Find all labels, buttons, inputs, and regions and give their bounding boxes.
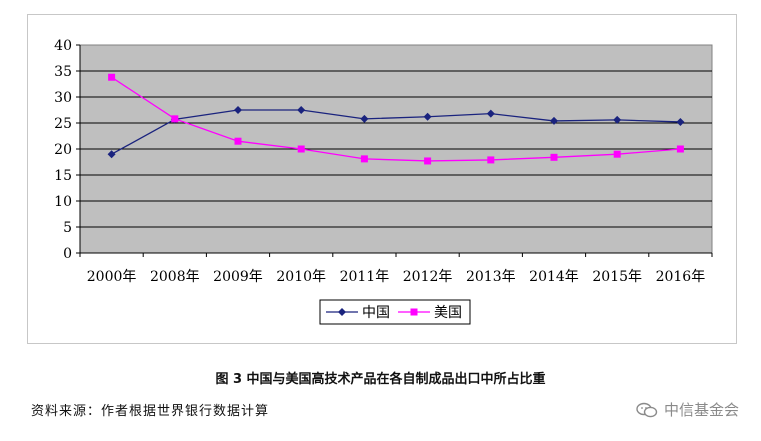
- x-tick-label: 2013年: [466, 269, 516, 285]
- legend-marker: [338, 308, 346, 316]
- data-point-china: [234, 106, 242, 114]
- x-tick-label: 2016年: [656, 269, 706, 285]
- data-point-china: [676, 117, 685, 126]
- watermark-text: 中信基金会: [663, 401, 739, 419]
- data-point-usa: [613, 150, 621, 158]
- series-line-usa: [111, 76, 681, 162]
- x-tick-label: 2000年: [87, 269, 137, 285]
- data-point-usa: [487, 156, 495, 164]
- data-point-china: [360, 114, 369, 123]
- data-point-usa: [171, 115, 179, 123]
- data-point-china: [550, 116, 558, 125]
- data-point-china: [486, 109, 495, 118]
- figure-caption: 图 3 中国与美国高技术产品在各自制成品出口中所占比重: [215, 372, 546, 387]
- y-tick-label: 35: [54, 64, 72, 80]
- series-line-china: [111, 109, 681, 155]
- legend-label: 中国: [362, 305, 390, 321]
- y-tick-label: 0: [63, 246, 72, 262]
- x-tick-label: 2012年: [403, 269, 453, 285]
- watermark: 中信基金会: [636, 399, 739, 420]
- data-point-china: [423, 112, 432, 121]
- y-tick-label: 15: [54, 168, 72, 184]
- source-note: 资料来源：作者根据世界银行数据计算: [31, 404, 270, 419]
- data-point-china: [613, 115, 622, 124]
- y-tick-label: 25: [54, 116, 72, 132]
- x-tick-label: 2008年: [150, 269, 200, 285]
- data-point-usa: [550, 153, 558, 161]
- data-point-usa: [108, 73, 116, 81]
- legend-label: 美国: [434, 305, 462, 321]
- data-point-usa: [360, 155, 368, 163]
- wechat-icon: [636, 402, 658, 417]
- y-tick-label: 30: [54, 90, 72, 106]
- legend-marker: [410, 308, 418, 316]
- y-tick-label: 40: [54, 38, 72, 54]
- x-tick-label: 2011年: [340, 269, 390, 285]
- y-tick-label: 10: [54, 194, 72, 210]
- data-point-usa: [297, 145, 305, 153]
- data-point-china: [297, 106, 306, 114]
- x-tick-label: 2010年: [276, 269, 326, 285]
- data-point-usa: [234, 137, 242, 145]
- y-tick-label: 5: [63, 220, 72, 236]
- x-tick-label: 2009年: [213, 269, 263, 285]
- x-tick-label: 2015年: [592, 269, 642, 285]
- data-point-usa: [424, 157, 432, 165]
- data-point-usa: [676, 145, 684, 153]
- data-point-china: [107, 150, 116, 159]
- x-tick-label: 2014年: [529, 269, 579, 285]
- y-tick-label: 20: [54, 142, 72, 158]
